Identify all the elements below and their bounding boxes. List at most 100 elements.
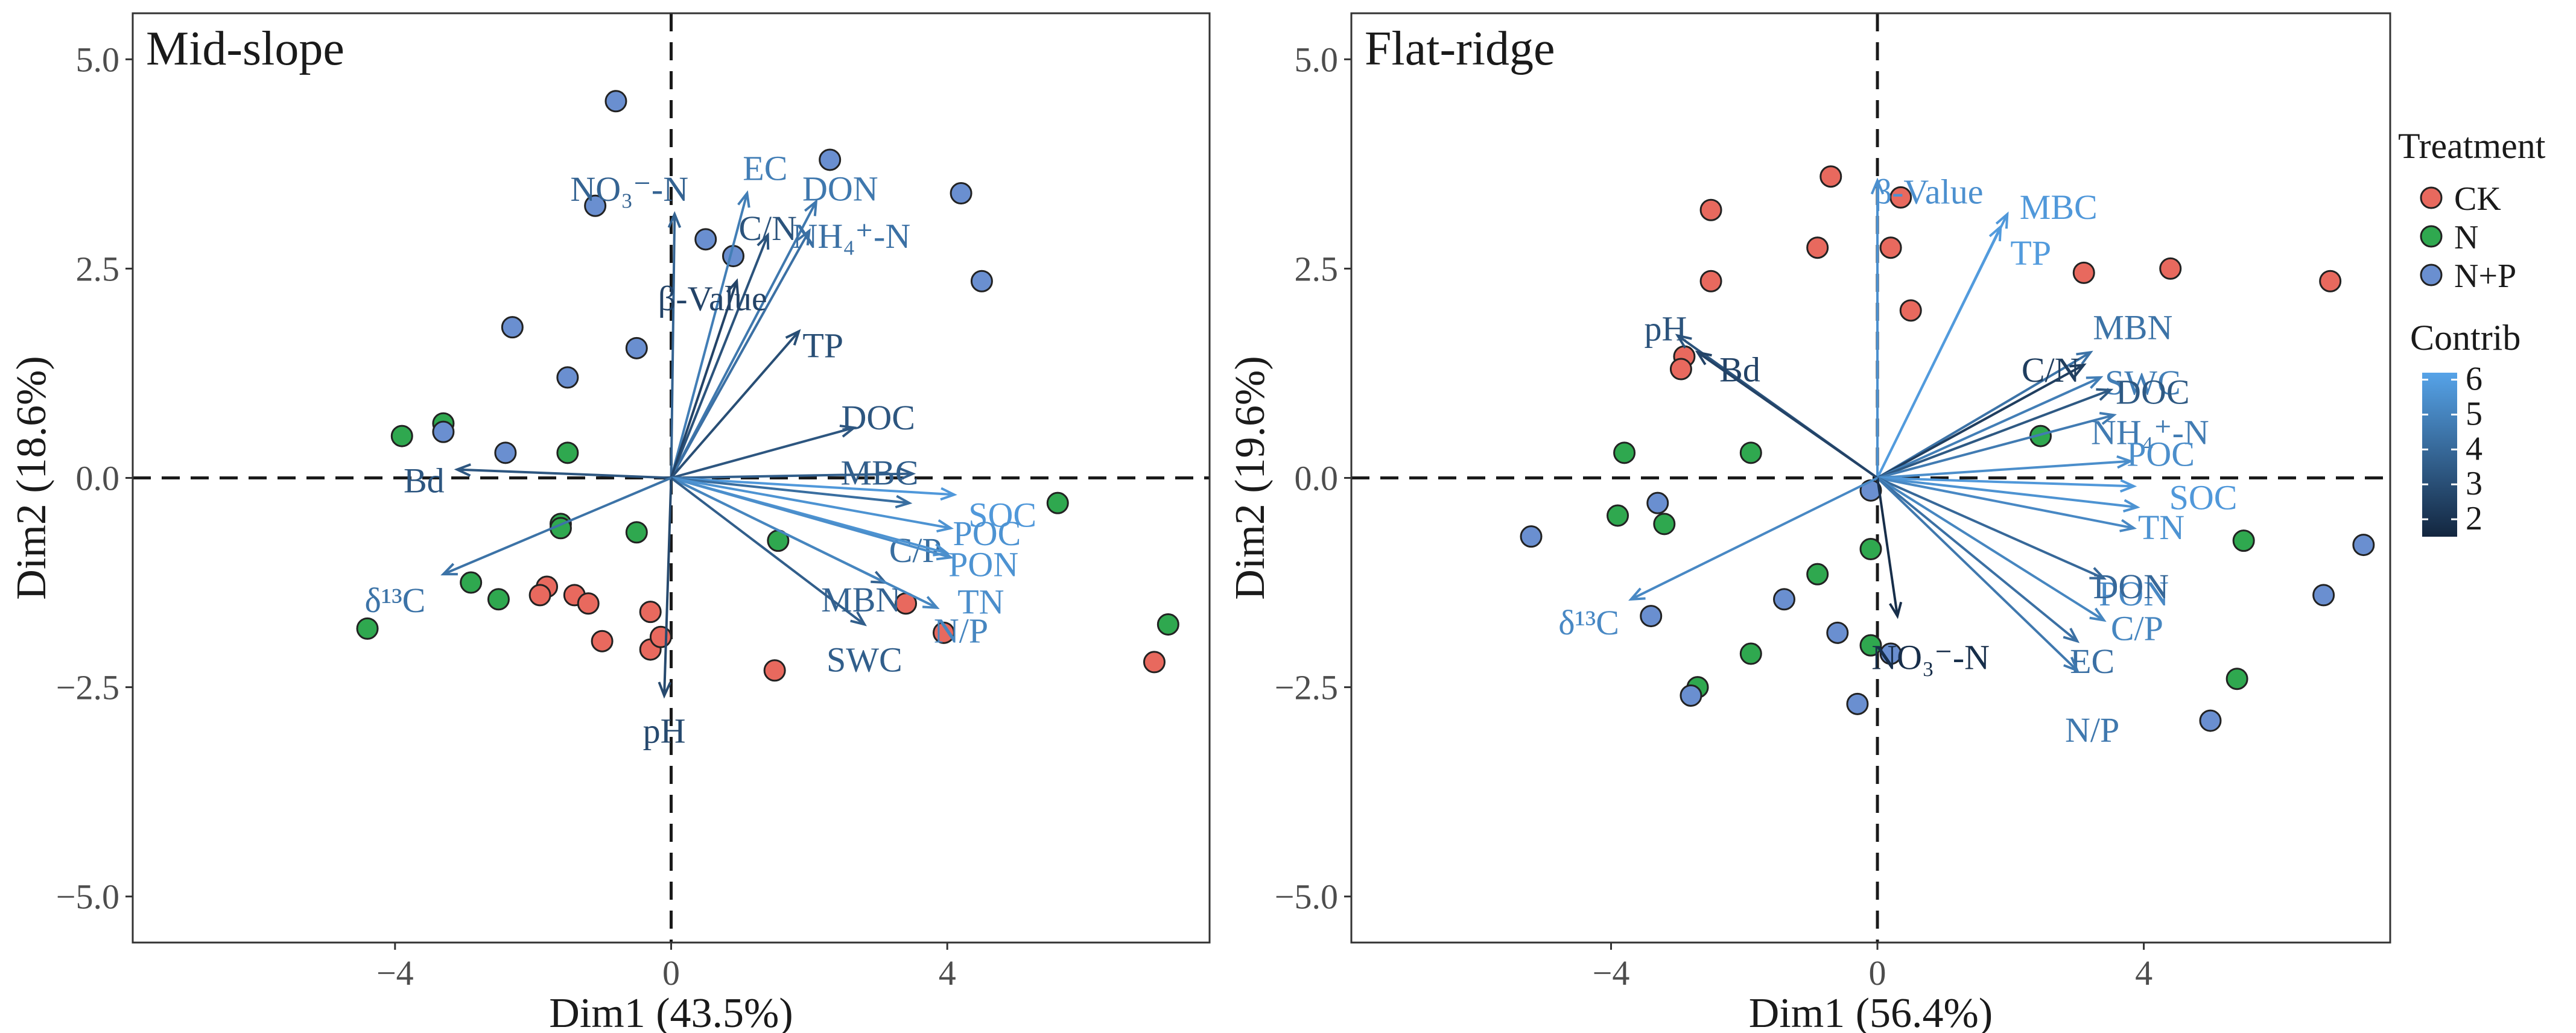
point-n	[1156, 613, 1179, 636]
y-tick-label: −5.0	[1275, 877, 1338, 917]
point-ck	[1899, 299, 1922, 322]
y-tick-label: 5.0	[76, 40, 120, 79]
loading-vector-nh4-n	[670, 230, 811, 479]
point-n	[1739, 642, 1762, 665]
point-n	[1806, 563, 1829, 586]
legend-label-n: N	[2454, 219, 2478, 256]
arrowhead-ph	[658, 681, 671, 699]
x-axis-title: Dim1 (56.4%)	[1749, 990, 1993, 1033]
point-n-p	[584, 194, 607, 217]
point-n	[1739, 441, 1762, 464]
point-n-p	[501, 316, 524, 339]
loading-vector-pon	[1877, 476, 2134, 529]
loading-vector-swc	[670, 476, 866, 626]
point-ck	[577, 592, 600, 615]
loading-vector-ec	[670, 192, 749, 479]
point-ck	[528, 584, 551, 607]
arrowhead-n-p	[922, 596, 940, 609]
loading-vector-tp	[670, 330, 800, 479]
vector-label-tn: TN	[957, 582, 1004, 621]
point-n-p	[1846, 692, 1869, 715]
arrowhead-ec	[737, 190, 750, 208]
legend-swatch-ck	[2420, 186, 2443, 209]
loading-vector-poc	[1877, 460, 2131, 479]
arrowhead-bd	[1695, 350, 1712, 365]
y-tick-label: −5.0	[56, 877, 119, 917]
point-n	[2029, 425, 2052, 447]
point-ck	[2072, 261, 2095, 284]
loading-vector-bd	[457, 468, 671, 479]
point-ck	[591, 630, 614, 652]
point-n-p	[2312, 584, 2335, 607]
legend-contrib-title: Contrib	[2410, 318, 2520, 358]
point-n	[2225, 668, 2248, 690]
y-axis-title: Dim2 (18.6%)	[8, 356, 55, 599]
arrowhead-n-p	[2063, 656, 2080, 673]
arrowhead-tn	[2122, 499, 2140, 513]
vector-label-mbn: MBN	[2093, 308, 2172, 347]
vector-label-13c: δ¹³C	[365, 581, 426, 620]
point-n	[1859, 634, 1882, 657]
vector-label-mbn: MBN	[821, 580, 901, 619]
arrowhead-soc	[940, 487, 957, 501]
vector-label-bd: Bd	[404, 461, 445, 501]
vector-label-doc: DOC	[841, 398, 915, 437]
point-n	[625, 521, 648, 544]
loading-vector-doc	[670, 426, 855, 479]
point-n	[460, 571, 483, 594]
y-tick-label: 0.0	[1295, 459, 1339, 498]
point-ck	[649, 625, 672, 648]
loading-vector-don	[1877, 476, 2105, 580]
loading-vector-c-p	[671, 476, 910, 505]
legend-treatment-title: Treatment	[2398, 126, 2546, 166]
colorbar-tick-label: 6	[2466, 361, 2482, 398]
vector-label-n-p: N/P	[934, 611, 988, 651]
point-ck	[1669, 358, 1692, 381]
colorbar-tick-label: 3	[2466, 465, 2482, 502]
vector-label-ph: pH	[643, 711, 686, 750]
loading-vector-tn	[670, 476, 951, 559]
loading-vector-no3-n	[670, 214, 676, 478]
arrowhead-pon	[2119, 519, 2137, 532]
loading-vector-ph	[663, 478, 673, 696]
arrowhead-value	[726, 278, 740, 296]
arrowhead-mbn	[2076, 350, 2093, 365]
panel-title: Flat-ridge	[1365, 22, 1555, 75]
loading-vector-c-n	[670, 235, 769, 479]
vector-label-c-p: C/P	[2111, 609, 2163, 648]
vector-label-tp: TP	[2010, 233, 2051, 273]
arrowhead-nh4-n	[797, 228, 811, 246]
point-n-p	[1680, 684, 1702, 707]
arrowhead-poc	[2116, 455, 2134, 469]
colorbar-tick-label: 2	[2466, 500, 2482, 537]
point-ck	[1143, 651, 1166, 674]
point-n	[356, 617, 379, 640]
vector-label-c-n: C/N	[738, 209, 797, 248]
vector-label-soc: SOC	[968, 495, 1036, 534]
y-tick-label: 2.5	[1295, 249, 1339, 288]
x-tick-label: −4	[1593, 953, 1630, 993]
point-ck	[2319, 270, 2342, 292]
loading-vector-doc	[1877, 388, 2111, 479]
vector-label-poc: POC	[2127, 435, 2195, 474]
point-n	[2232, 529, 2255, 552]
vector-label-c-n: C/N	[2022, 350, 2080, 390]
arrowhead-soc	[2119, 479, 2137, 493]
point-n-p	[625, 336, 648, 359]
arrowhead-mbc	[898, 467, 916, 481]
point-n	[1046, 491, 1069, 514]
vector-label-mbc: MBC	[2020, 188, 2098, 227]
y-tick-label: 0.0	[76, 459, 120, 498]
loading-vector-poc	[671, 476, 951, 529]
y-tick-label: −2.5	[56, 668, 119, 707]
point-ck	[1699, 270, 1722, 292]
legend-label-np: N+P	[2454, 257, 2516, 295]
vector-label-ph: pH	[1644, 309, 1687, 348]
colorbar-tick-label: 5	[2466, 395, 2482, 432]
contrib-colorbar	[2422, 373, 2457, 537]
arrowhead-ph	[1675, 333, 1692, 349]
point-n-p	[1879, 642, 1902, 665]
arrowhead-c-p	[2089, 607, 2107, 622]
